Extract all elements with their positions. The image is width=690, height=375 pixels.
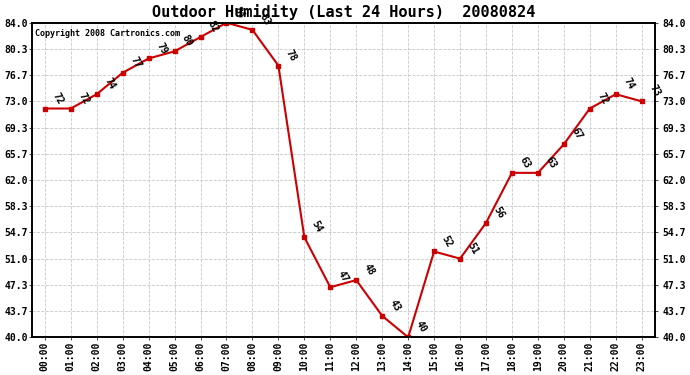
Text: 52: 52 (440, 234, 454, 249)
Text: 83: 83 (258, 12, 273, 27)
Text: 54: 54 (310, 219, 324, 234)
Text: 84: 84 (232, 5, 246, 20)
Title: Outdoor Humidity (Last 24 Hours)  20080824: Outdoor Humidity (Last 24 Hours) 2008082… (152, 4, 535, 20)
Text: 79: 79 (154, 40, 169, 56)
Text: 72: 72 (77, 90, 91, 106)
Text: 74: 74 (621, 76, 636, 92)
Text: 43: 43 (388, 298, 402, 313)
Text: 47: 47 (336, 269, 351, 285)
Text: 56: 56 (491, 205, 506, 220)
Text: 78: 78 (284, 48, 299, 63)
Text: 72: 72 (50, 90, 65, 106)
Text: 73: 73 (647, 83, 662, 99)
Text: 82: 82 (206, 19, 221, 34)
Text: Copyright 2008 Cartronics.com: Copyright 2008 Cartronics.com (35, 29, 180, 38)
Text: 77: 77 (128, 55, 143, 70)
Text: 40: 40 (414, 320, 428, 334)
Text: 63: 63 (544, 155, 558, 170)
Text: 63: 63 (518, 155, 532, 170)
Text: 67: 67 (569, 126, 584, 141)
Text: 48: 48 (362, 262, 376, 278)
Text: 74: 74 (102, 76, 117, 92)
Text: 80: 80 (180, 33, 195, 48)
Text: 72: 72 (595, 90, 610, 106)
Text: 51: 51 (466, 241, 480, 256)
